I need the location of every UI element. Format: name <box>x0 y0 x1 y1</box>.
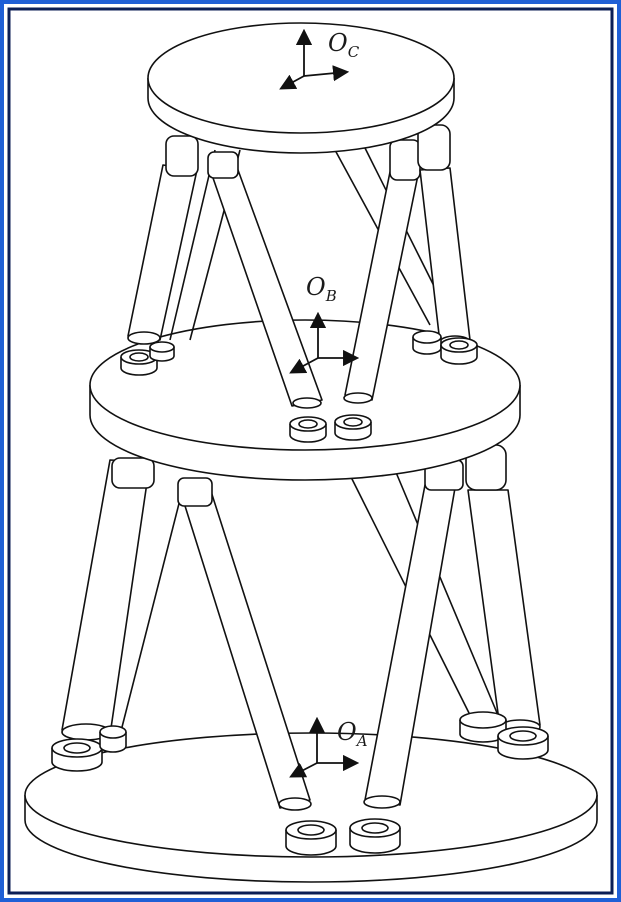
top-plate-c <box>147 22 455 154</box>
label-oa: OA <box>337 718 368 750</box>
frame-axes-c <box>279 28 350 90</box>
lower-stage-legs <box>61 444 541 811</box>
inner-frame <box>7 7 614 895</box>
middle-joints <box>120 330 478 443</box>
label-ob: OB <box>306 273 337 305</box>
base-plate-a <box>24 732 598 883</box>
label-oc: OC <box>328 29 360 61</box>
upper-stage-legs <box>127 124 471 409</box>
frame-axes-a <box>289 716 360 778</box>
frame-axes-b <box>289 311 360 374</box>
base-joints <box>51 711 549 856</box>
